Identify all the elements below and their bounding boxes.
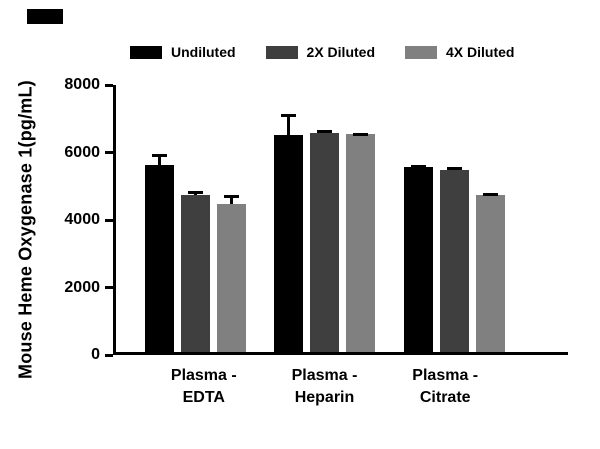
y-tick-mark — [105, 353, 113, 357]
y-tick-mark — [105, 151, 113, 154]
error-bar — [145, 153, 174, 165]
bar-4x-diluted-heparin — [346, 132, 375, 352]
error-bar-cap — [482, 192, 498, 196]
y-axis-label: Mouse Heme Oxygenase 1(pg/mL) — [15, 80, 36, 380]
y-tick-label: 0 — [91, 346, 100, 363]
legend-item-2x-diluted: 2X Diluted — [265, 44, 376, 60]
corner-logo-mark — [27, 9, 63, 24]
y-tick-mark — [105, 83, 113, 87]
error-bar — [217, 195, 246, 205]
bar-4x-diluted-citrate — [475, 192, 505, 352]
x-label-line1: Plasma - — [291, 367, 358, 384]
legend-item-4x-diluted: 4X Diluted — [405, 44, 514, 60]
error-bar — [476, 192, 505, 196]
x-label-edta: Plasma - EDTA — [171, 365, 237, 409]
error-bar — [440, 167, 469, 171]
bar-2x-diluted-edta — [180, 191, 210, 352]
x-label-line1: Plasma - — [412, 367, 479, 384]
error-bar-line — [229, 195, 233, 205]
error-bar-cap — [317, 130, 332, 134]
x-label-line2: Heparin — [294, 389, 355, 406]
bar-group-heparin — [274, 114, 375, 352]
error-bar — [346, 132, 375, 136]
error-bar-line — [157, 153, 161, 165]
error-bar-cap — [151, 153, 167, 157]
legend-swatch-4x-diluted — [405, 45, 438, 59]
y-tick-label: 6000 — [64, 143, 100, 161]
error-bar — [274, 114, 303, 136]
error-bar-cap — [223, 195, 239, 199]
legend-label: 2X Diluted — [306, 44, 376, 60]
y-tick-label: 8000 — [64, 76, 100, 93]
bar-groups — [116, 85, 533, 352]
x-label-heparin: Plasma - Heparin — [292, 365, 358, 409]
y-tick-mark — [105, 286, 113, 289]
error-bar — [181, 191, 210, 196]
x-label-line2: Citrate — [419, 389, 471, 406]
y-tick-mark — [105, 218, 113, 222]
bar-group-edta — [144, 153, 246, 352]
error-bar-cap — [281, 114, 296, 118]
y-tick-label: 4000 — [64, 211, 100, 228]
error-bar-cap — [187, 191, 203, 195]
x-axis-labels: Plasma - EDTA Plasma - Heparin Plasma - Citra… — [116, 365, 533, 409]
legend-label: Undiluted — [171, 44, 236, 60]
bar-4x-diluted-edta — [216, 195, 246, 352]
error-bar-cap — [446, 167, 462, 171]
x-label-citrate: Plasma - Citrate — [412, 365, 478, 409]
x-label-line1: Plasma - — [170, 367, 237, 384]
y-tick-label: 2000 — [64, 278, 100, 296]
error-bar-cap — [410, 165, 426, 168]
legend-label: 4X Diluted — [446, 44, 515, 60]
x-label-line2: EDTA — [182, 389, 225, 406]
bar-group-citrate — [403, 165, 505, 352]
bar-2x-diluted-citrate — [439, 167, 469, 352]
legend-swatch-2x-diluted — [265, 45, 298, 59]
bar-undiluted-edta — [144, 153, 174, 352]
bar-undiluted-heparin — [274, 114, 303, 352]
error-bar-line — [287, 114, 290, 136]
plot-area: 0 2000 4000 6000 8000 Plasma - EDTA Plasma - He… — [64, 76, 568, 406]
error-bar-cap — [353, 132, 368, 136]
error-bar — [310, 130, 339, 134]
legend: Undiluted 2X Diluted 4X Diluted — [130, 44, 514, 60]
bar-2x-diluted-heparin — [310, 130, 339, 352]
legend-item-undiluted: Undiluted — [130, 44, 236, 60]
bar-undiluted-citrate — [403, 165, 433, 352]
legend-swatch-undiluted — [130, 45, 162, 59]
error-bar — [404, 165, 433, 168]
